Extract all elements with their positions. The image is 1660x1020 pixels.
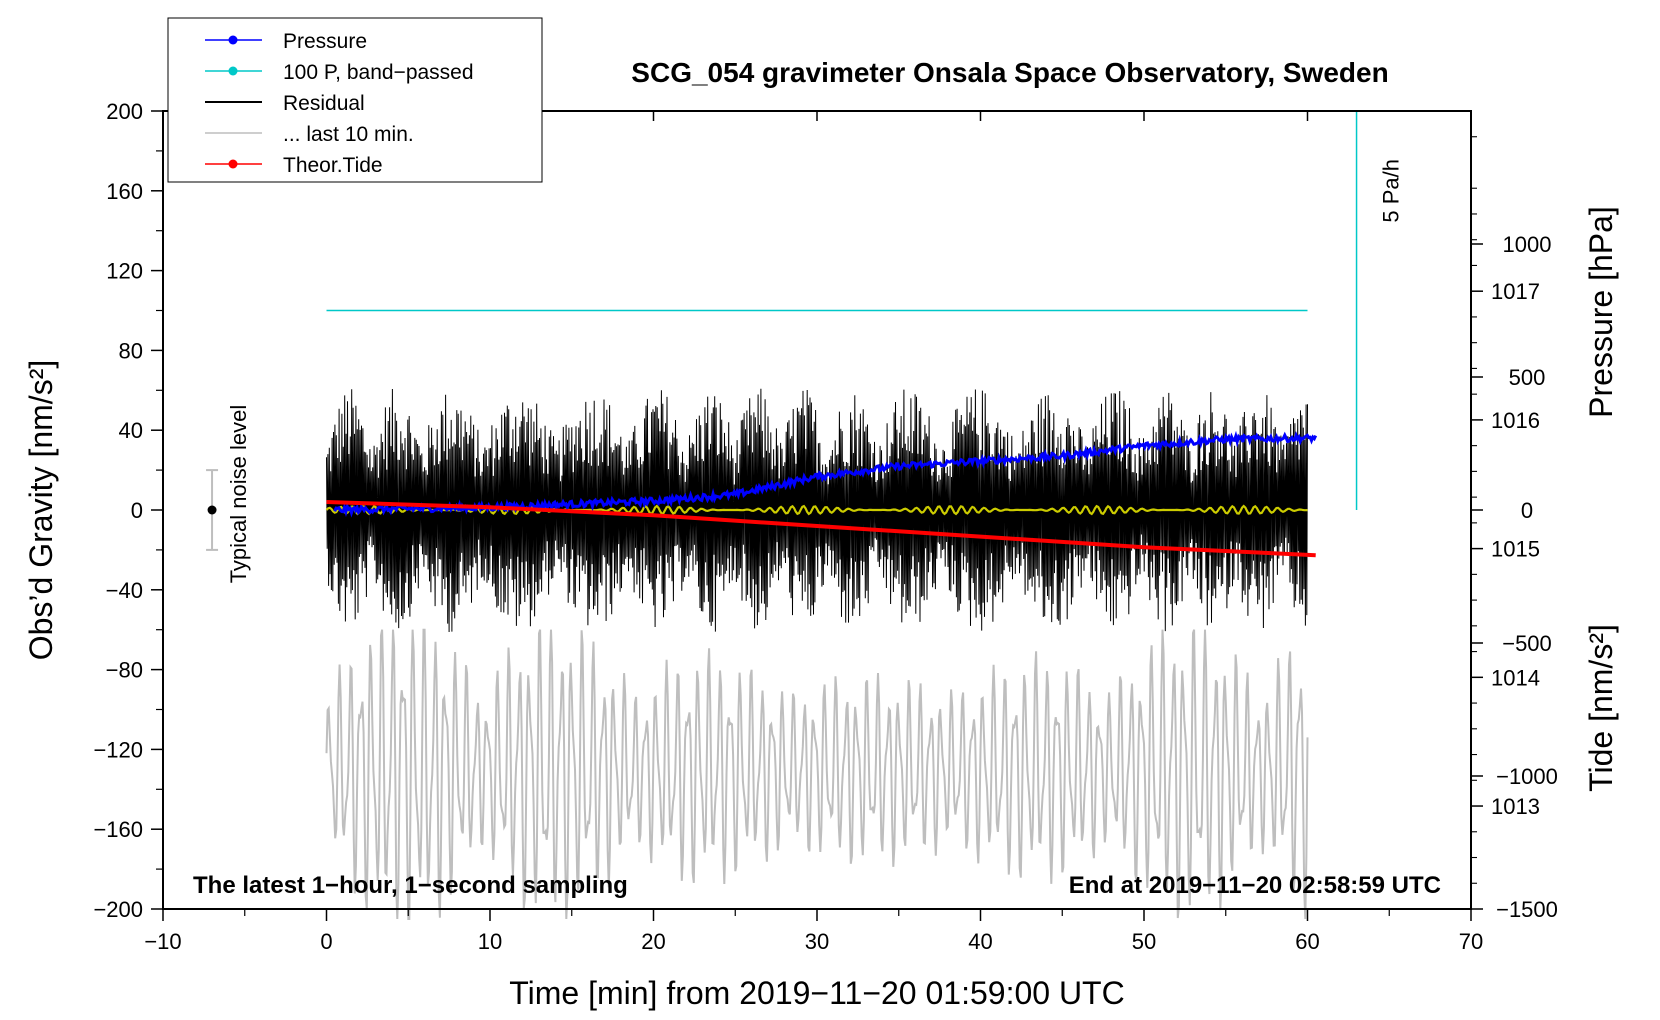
chart-title: SCG_054 gravimeter Onsala Space Observat… bbox=[631, 57, 1388, 88]
legend-marker bbox=[228, 159, 238, 169]
y-axis-tide: 1000 500 0 −500 −1000 −1500 bbox=[1471, 232, 1558, 922]
y-tick-label: 120 bbox=[106, 259, 143, 284]
last-10-min-line bbox=[325, 628, 1309, 920]
y-tick-label: 40 bbox=[119, 418, 143, 443]
annotation-sampling: The latest 1−hour, 1−second sampling bbox=[193, 872, 628, 899]
x-tick-label: −10 bbox=[144, 929, 181, 954]
legend-label: ... last 10 min. bbox=[283, 123, 414, 146]
legend-label: Theor.Tide bbox=[283, 154, 383, 177]
y-tick-label: −40 bbox=[106, 578, 143, 603]
legend: Pressure 100 P, band−passed Residual ... la… bbox=[167, 17, 543, 183]
legend-marker bbox=[228, 35, 238, 45]
y-axis-gravity: 200 160 120 80 40 0 −40 −80 −120 −160 −200 bbox=[93, 99, 163, 922]
tide-tick-label: 1000 bbox=[1503, 232, 1552, 257]
x-tick-label: 30 bbox=[805, 929, 829, 954]
y-tick-label: 160 bbox=[106, 179, 143, 204]
theor-tide-line bbox=[326, 500, 1316, 558]
legend-label: Pressure bbox=[283, 30, 367, 53]
noise-center-dot bbox=[207, 505, 217, 515]
y-tick-label: 0 bbox=[131, 498, 143, 523]
y-tick-label: −160 bbox=[93, 817, 143, 842]
y-tick-label: 200 bbox=[106, 99, 143, 124]
x-tick-label: 10 bbox=[478, 929, 502, 954]
x-tick-label: 50 bbox=[1132, 929, 1156, 954]
x-tick-label: 70 bbox=[1459, 929, 1483, 954]
y-tick-label: 80 bbox=[119, 338, 143, 363]
series-theor-tide bbox=[326, 500, 1316, 558]
legend-label: 100 P, band−passed bbox=[283, 61, 474, 84]
y-axis-title-pressure: Pressure [hPa] bbox=[1583, 206, 1619, 418]
y-axis-title-tide: Tide [nm/s²] bbox=[1583, 624, 1619, 792]
x-axis-title: Time [min] from 2019−11−20 01:59:00 UTC bbox=[509, 975, 1124, 1011]
legend-box bbox=[167, 17, 543, 183]
legend-marker bbox=[228, 66, 238, 76]
y-tick-label: −120 bbox=[93, 737, 143, 762]
pressure-tick-label: 1017 bbox=[1491, 279, 1540, 304]
y-tick-label: −200 bbox=[93, 897, 143, 922]
noise-level-indicator: Typical noise level bbox=[206, 405, 251, 584]
tide-tick-label: −500 bbox=[1502, 631, 1552, 656]
legend-label: Residual bbox=[283, 92, 365, 115]
tide-tick-label: 500 bbox=[1509, 365, 1546, 390]
y-axis-pressure: 1013 1014 1015 1016 1017 bbox=[1471, 136, 1540, 884]
y-tick-label: −80 bbox=[106, 658, 143, 683]
x-tick-label: 0 bbox=[320, 929, 332, 954]
tide-tick-label: −1000 bbox=[1496, 764, 1558, 789]
pressure-tick-label: 1013 bbox=[1491, 794, 1540, 819]
x-tick-label: 60 bbox=[1295, 929, 1319, 954]
tide-tick-label: −1500 bbox=[1496, 897, 1558, 922]
series-last-10-min bbox=[325, 628, 1309, 920]
noise-level-label: Typical noise level bbox=[226, 405, 251, 584]
pressure-tick-label: 1015 bbox=[1491, 537, 1540, 562]
x-axis: −10 0 10 20 30 40 50 60 70 bbox=[144, 111, 1483, 954]
y-axis-title-gravity: Obs’d Gravity [nm/s²] bbox=[23, 360, 59, 661]
pa-h-scale-label: 5 Pa/h bbox=[1379, 159, 1404, 223]
pa-h-scale: 5 Pa/h bbox=[1355, 111, 1404, 510]
pressure-tick-label: 1014 bbox=[1491, 665, 1540, 690]
x-tick-label: 20 bbox=[641, 929, 665, 954]
pressure-tick-label: 1016 bbox=[1491, 408, 1540, 433]
x-tick-label: 40 bbox=[968, 929, 992, 954]
tide-tick-label: 0 bbox=[1521, 498, 1533, 523]
annotation-end-time: End at 2019−11−20 02:58:59 UTC bbox=[1069, 872, 1441, 899]
